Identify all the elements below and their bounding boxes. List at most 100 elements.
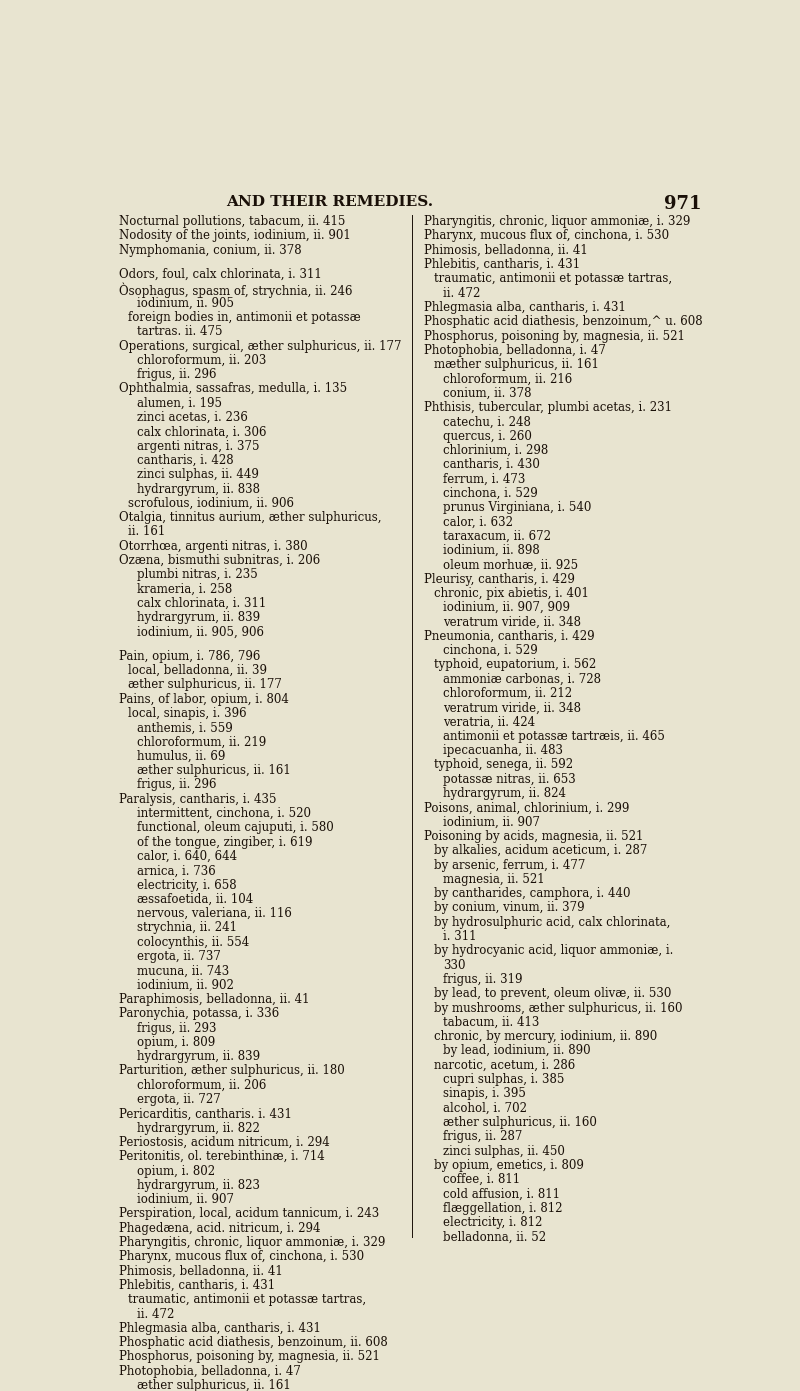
Text: by conium, vinum, ii. 379: by conium, vinum, ii. 379 (434, 901, 584, 914)
Text: sinapis, i. 395: sinapis, i. 395 (443, 1088, 526, 1100)
Text: frigus, ii. 319: frigus, ii. 319 (443, 972, 522, 986)
Text: zinci sulphas, ii. 450: zinci sulphas, ii. 450 (443, 1145, 565, 1157)
Text: Paronychia, potassa, i. 336: Paronychia, potassa, i. 336 (118, 1007, 279, 1020)
Text: iodinium, ii. 905: iodinium, ii. 905 (138, 296, 234, 310)
Text: Photophobia, belladonna, i. 47: Photophobia, belladonna, i. 47 (118, 1365, 301, 1377)
Text: anthemis, i. 559: anthemis, i. 559 (138, 722, 233, 734)
Text: cinchona, i. 529: cinchona, i. 529 (443, 487, 538, 499)
Text: Phosphorus, poisoning by, magnesia, ii. 521: Phosphorus, poisoning by, magnesia, ii. … (118, 1351, 379, 1363)
Text: iodinium, ii. 907: iodinium, ii. 907 (443, 815, 540, 829)
Text: Periostosis, acidum nitricum, i. 294: Periostosis, acidum nitricum, i. 294 (118, 1136, 330, 1149)
Text: calor, i. 632: calor, i. 632 (443, 516, 513, 529)
Text: zinci sulphas, ii. 449: zinci sulphas, ii. 449 (138, 469, 259, 481)
Text: Pharynx, mucous flux of, cinchona, i. 530: Pharynx, mucous flux of, cinchona, i. 53… (424, 230, 670, 242)
Text: veratria, ii. 424: veratria, ii. 424 (443, 715, 535, 729)
Text: chloroformum, ii. 212: chloroformum, ii. 212 (443, 687, 572, 700)
Text: hydrargyrum, ii. 823: hydrargyrum, ii. 823 (138, 1178, 261, 1192)
Text: by arsenic, ferrum, i. 477: by arsenic, ferrum, i. 477 (434, 858, 585, 872)
Text: narcotic, acetum, i. 286: narcotic, acetum, i. 286 (434, 1059, 575, 1071)
Text: cantharis, i. 430: cantharis, i. 430 (443, 458, 540, 472)
Text: AND THEIR REMEDIES.: AND THEIR REMEDIES. (226, 195, 433, 209)
Text: Perspiration, local, acidum tannicum, i. 243: Perspiration, local, acidum tannicum, i.… (118, 1207, 379, 1220)
Text: frigus, ii. 287: frigus, ii. 287 (443, 1131, 522, 1143)
Text: calx chlorinata, i. 306: calx chlorinata, i. 306 (138, 426, 267, 438)
Text: potassæ nitras, ii. 653: potassæ nitras, ii. 653 (443, 773, 576, 786)
Text: Photophobia, belladonna, i. 47: Photophobia, belladonna, i. 47 (424, 344, 606, 357)
Text: electricity, i. 658: electricity, i. 658 (138, 879, 237, 892)
Text: Phlebitis, cantharis, i. 431: Phlebitis, cantharis, i. 431 (424, 257, 580, 271)
Text: frigus, ii. 293: frigus, ii. 293 (138, 1021, 217, 1035)
Text: Nymphomania, conium, ii. 378: Nymphomania, conium, ii. 378 (118, 243, 302, 257)
Text: Nocturnal pollutions, tabacum, ii. 415: Nocturnal pollutions, tabacum, ii. 415 (118, 216, 345, 228)
Text: Peritonitis, ol. terebinthinæ, i. 714: Peritonitis, ol. terebinthinæ, i. 714 (118, 1150, 324, 1163)
Text: hydrargyrum, ii. 822: hydrargyrum, ii. 822 (138, 1121, 260, 1135)
Text: Phimosis, belladonna, ii. 41: Phimosis, belladonna, ii. 41 (118, 1264, 282, 1278)
Text: Nodosity of the joints, iodinium, ii. 901: Nodosity of the joints, iodinium, ii. 90… (118, 230, 350, 242)
Text: strychnia, ii. 241: strychnia, ii. 241 (138, 921, 238, 935)
Text: æther sulphuricus, ii. 177: æther sulphuricus, ii. 177 (128, 679, 282, 691)
Text: æther sulphuricus, ii. 161: æther sulphuricus, ii. 161 (138, 764, 291, 778)
Text: chronic, by mercury, iodinium, ii. 890: chronic, by mercury, iodinium, ii. 890 (434, 1031, 657, 1043)
Text: Phlebitis, cantharis, i. 431: Phlebitis, cantharis, i. 431 (118, 1278, 274, 1292)
Text: quercus, i. 260: quercus, i. 260 (443, 430, 532, 442)
Text: Otalgia, tinnitus aurium, æther sulphuricus,: Otalgia, tinnitus aurium, æther sulphuri… (118, 510, 381, 524)
Text: of the tongue, zingiber, i. 619: of the tongue, zingiber, i. 619 (138, 836, 313, 849)
Text: iodinium, ii. 907, 909: iodinium, ii. 907, 909 (443, 601, 570, 615)
Text: iodinium, ii. 905, 906: iodinium, ii. 905, 906 (138, 626, 265, 638)
Text: by lead, iodinium, ii. 890: by lead, iodinium, ii. 890 (443, 1045, 590, 1057)
Text: veratrum viride, ii. 348: veratrum viride, ii. 348 (443, 615, 581, 629)
Text: Pleurisy, cantharis, i. 429: Pleurisy, cantharis, i. 429 (424, 573, 575, 586)
Text: foreign bodies in, antimonii et potassæ: foreign bodies in, antimonii et potassæ (128, 312, 361, 324)
Text: antimonii et potassæ tartræis, ii. 465: antimonii et potassæ tartræis, ii. 465 (443, 730, 665, 743)
Text: Poisoning by acids, magnesia, ii. 521: Poisoning by acids, magnesia, ii. 521 (424, 830, 644, 843)
Text: opium, i. 809: opium, i. 809 (138, 1036, 216, 1049)
Text: ergota, ii. 737: ergota, ii. 737 (138, 950, 222, 963)
Text: opium, i. 802: opium, i. 802 (138, 1164, 215, 1178)
Text: intermittent, cinchona, i. 520: intermittent, cinchona, i. 520 (138, 807, 311, 821)
Text: typhoid, eupatorium, i. 562: typhoid, eupatorium, i. 562 (434, 658, 596, 672)
Text: Pericarditis, cantharis. i. 431: Pericarditis, cantharis. i. 431 (118, 1107, 291, 1120)
Text: traumatic, antimonii et potassæ tartras,: traumatic, antimonii et potassæ tartras, (434, 273, 672, 285)
Text: æther sulphuricus, ii. 160: æther sulphuricus, ii. 160 (443, 1116, 597, 1129)
Text: flæggellation, i. 812: flæggellation, i. 812 (443, 1202, 562, 1214)
Text: cinchona, i. 529: cinchona, i. 529 (443, 644, 538, 657)
Text: typhoid, senega, ii. 592: typhoid, senega, ii. 592 (434, 758, 573, 772)
Text: by lead, to prevent, oleum olivæ, ii. 530: by lead, to prevent, oleum olivæ, ii. 53… (434, 988, 671, 1000)
Text: ipecacuanha, ii. 483: ipecacuanha, ii. 483 (443, 744, 563, 757)
Text: calor, i. 640, 644: calor, i. 640, 644 (138, 850, 238, 862)
Text: magnesia, ii. 521: magnesia, ii. 521 (443, 874, 545, 886)
Text: by mushrooms, æther sulphuricus, ii. 160: by mushrooms, æther sulphuricus, ii. 160 (434, 1002, 682, 1014)
Text: by opium, emetics, i. 809: by opium, emetics, i. 809 (434, 1159, 583, 1171)
Text: mæther sulphuricus, ii. 161: mæther sulphuricus, ii. 161 (434, 357, 598, 371)
Text: Phosphatic acid diathesis, benzoinum,^ u. 608: Phosphatic acid diathesis, benzoinum,^ u… (424, 316, 703, 328)
Text: plumbi nitras, i. 235: plumbi nitras, i. 235 (138, 569, 258, 581)
Text: nervous, valeriana, ii. 116: nervous, valeriana, ii. 116 (138, 907, 292, 921)
Text: catechu, i. 248: catechu, i. 248 (443, 416, 531, 428)
Text: chloroformum, ii. 206: chloroformum, ii. 206 (138, 1079, 267, 1092)
Text: Odors, foul, calx chlorinata, i. 311: Odors, foul, calx chlorinata, i. 311 (118, 268, 322, 281)
Text: hydrargyrum, ii. 839: hydrargyrum, ii. 839 (138, 611, 261, 625)
Text: by alkalies, acidum aceticum, i. 287: by alkalies, acidum aceticum, i. 287 (434, 844, 647, 857)
Text: iodinium, ii. 907: iodinium, ii. 907 (138, 1193, 234, 1206)
Text: arnica, i. 736: arnica, i. 736 (138, 864, 216, 878)
Text: calx chlorinata, i. 311: calx chlorinata, i. 311 (138, 597, 266, 609)
Text: by hydrocyanic acid, liquor ammoniæ, i.: by hydrocyanic acid, liquor ammoniæ, i. (434, 944, 673, 957)
Text: hydrargyrum, ii. 824: hydrargyrum, ii. 824 (443, 787, 566, 800)
Text: Pneumonia, cantharis, i. 429: Pneumonia, cantharis, i. 429 (424, 630, 595, 643)
Text: Òsophagus, spasm of, strychnia, ii. 246: Òsophagus, spasm of, strychnia, ii. 246 (118, 282, 352, 298)
Text: humulus, ii. 69: humulus, ii. 69 (138, 750, 226, 762)
Text: taraxacum, ii. 672: taraxacum, ii. 672 (443, 530, 551, 542)
Text: local, sinapis, i. 396: local, sinapis, i. 396 (128, 707, 246, 721)
Text: Pharyngitis, chronic, liquor ammoniæ, i. 329: Pharyngitis, chronic, liquor ammoniæ, i.… (424, 216, 690, 228)
Text: Paralysis, cantharis, i. 435: Paralysis, cantharis, i. 435 (118, 793, 276, 805)
Text: ii. 161: ii. 161 (128, 526, 166, 538)
Text: Ozæna, bismuthi subnitras, i. 206: Ozæna, bismuthi subnitras, i. 206 (118, 554, 320, 568)
Text: Phagedæna, acid. nitricum, i. 294: Phagedæna, acid. nitricum, i. 294 (118, 1221, 320, 1235)
Text: Ophthalmia, sassafras, medulla, i. 135: Ophthalmia, sassafras, medulla, i. 135 (118, 383, 346, 395)
Text: chloroformum, ii. 216: chloroformum, ii. 216 (443, 373, 572, 385)
Text: local, belladonna, ii. 39: local, belladonna, ii. 39 (128, 664, 267, 677)
Text: Pains, of labor, opium, i. 804: Pains, of labor, opium, i. 804 (118, 693, 289, 705)
Text: coffee, i. 811: coffee, i. 811 (443, 1173, 520, 1187)
Text: electricity, i. 812: electricity, i. 812 (443, 1216, 542, 1230)
Text: cupri sulphas, i. 385: cupri sulphas, i. 385 (443, 1072, 565, 1086)
